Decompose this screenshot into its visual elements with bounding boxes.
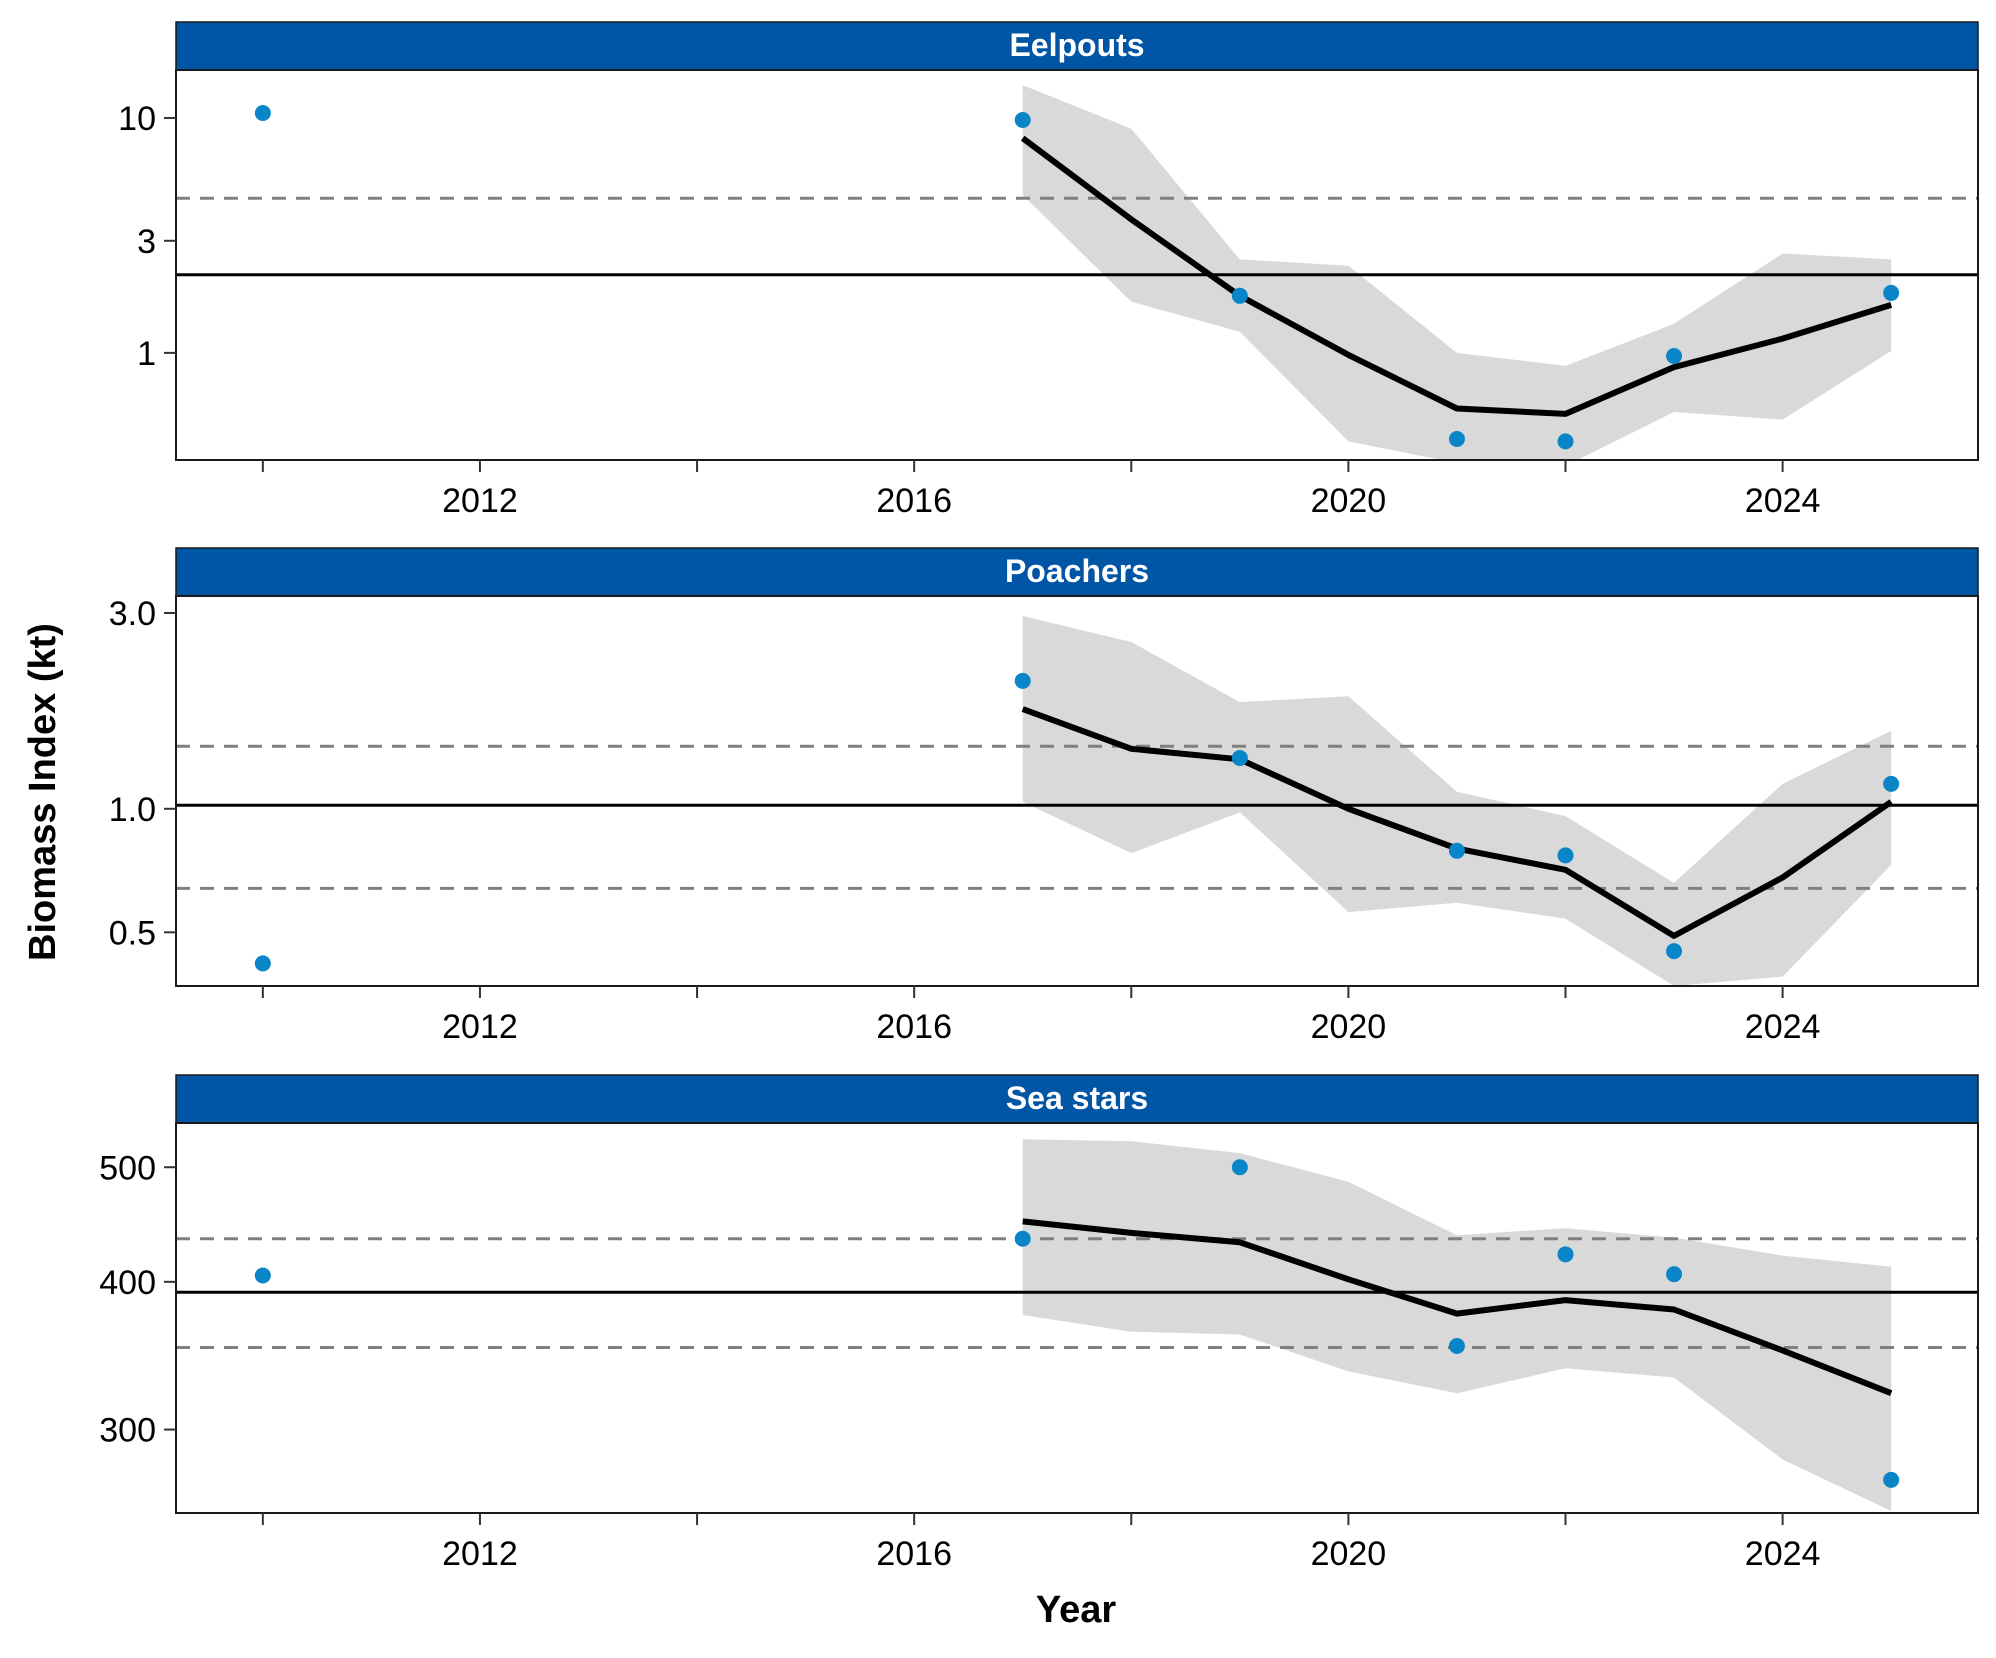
- y-tick-label: 3.0: [109, 595, 156, 633]
- panel-title: Eelpouts: [1009, 27, 1144, 63]
- data-point: [1448, 430, 1465, 447]
- panel-data: [176, 85, 1978, 460]
- y-tick-label: 0.5: [109, 914, 156, 952]
- data-point: [1231, 1159, 1248, 1176]
- data-point: [1448, 1338, 1465, 1355]
- data-point: [1231, 287, 1248, 304]
- data-point: [1666, 1266, 1683, 1283]
- panel-sea-stars: Sea stars 300 400 500 2012 2016 2020 2024: [99, 1074, 1979, 1573]
- y-axis-title: Biomass Index (kt): [22, 623, 64, 961]
- data-point: [1014, 672, 1031, 689]
- data-point: [1014, 112, 1031, 129]
- data-point: [1231, 749, 1248, 766]
- data-point: [1557, 847, 1574, 864]
- y-tick-label: 10: [118, 100, 156, 138]
- confidence-ribbon: [1022, 1139, 1892, 1511]
- x-tick-label: 2024: [1745, 1008, 1821, 1046]
- data-point: [1448, 842, 1465, 859]
- y-tick-label: 400: [99, 1264, 156, 1302]
- x-tick-label: 2016: [876, 482, 952, 520]
- y-tick-label: 500: [99, 1149, 156, 1187]
- panel-poachers: Poachers 0.5 1.0 3.0 2012 2016 2020 2024: [109, 547, 1979, 1046]
- data-point: [1014, 1230, 1031, 1247]
- y-tick-label: 300: [99, 1412, 156, 1450]
- panel-title: Poachers: [1005, 553, 1149, 589]
- x-tick-label: 2016: [876, 1535, 952, 1573]
- y-tick-label: 3: [137, 223, 156, 261]
- panel-title: Sea stars: [1006, 1080, 1148, 1116]
- data-point: [1666, 943, 1683, 960]
- panel-data: [176, 1139, 1978, 1511]
- x-tick-label: 2012: [442, 482, 518, 520]
- x-tick-label: 2020: [1311, 482, 1387, 520]
- panel-data: [176, 616, 1978, 986]
- x-tick-label: 2012: [442, 1535, 518, 1573]
- x-tick-label: 2024: [1745, 1535, 1821, 1573]
- panel-strip: [175, 1074, 1979, 1124]
- data-point: [254, 1267, 271, 1284]
- data-point: [254, 104, 271, 121]
- data-point: [1557, 1246, 1574, 1263]
- panel-border: [175, 69, 1979, 461]
- x-tick-label: 2024: [1745, 482, 1821, 520]
- trend-line: [1022, 1218, 1893, 1396]
- panel-border: [175, 1122, 1979, 1514]
- y-tick-label: 1: [137, 335, 156, 373]
- panel-eelpouts: Eelpouts 1 3 10 2012 2016 2020 2024: [118, 21, 1979, 520]
- confidence-ribbon: [1022, 616, 1892, 986]
- data-point: [1883, 775, 1900, 792]
- x-tick-label: 2020: [1311, 1008, 1387, 1046]
- trend-line: [1020, 135, 1893, 417]
- panel-strip: [175, 547, 1979, 597]
- data-point: [1883, 1471, 1900, 1488]
- y-tick-label: 1.0: [109, 791, 156, 829]
- x-tick-label: 2020: [1311, 1535, 1387, 1573]
- x-axis-title: Year: [1036, 1589, 1117, 1631]
- data-point: [254, 955, 271, 972]
- data-point: [1666, 347, 1683, 364]
- panel-border: [175, 595, 1979, 987]
- panel-strip: [175, 21, 1979, 71]
- data-point: [1883, 284, 1900, 301]
- data-point: [1557, 433, 1574, 450]
- x-tick-label: 2016: [876, 1008, 952, 1046]
- x-tick-label: 2012: [442, 1008, 518, 1046]
